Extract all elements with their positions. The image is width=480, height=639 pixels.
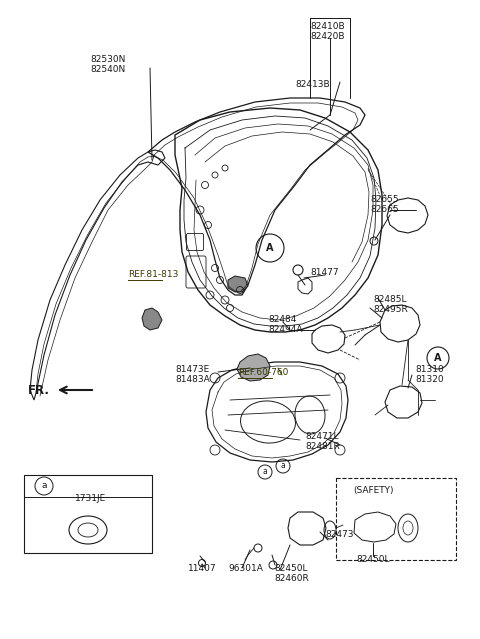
- Text: 82471L
82481R: 82471L 82481R: [305, 432, 340, 451]
- Text: 82413B: 82413B: [295, 80, 330, 89]
- Text: a: a: [41, 482, 47, 491]
- Text: 81477: 81477: [310, 268, 338, 277]
- Text: 81310
81320: 81310 81320: [415, 365, 444, 385]
- Text: a: a: [263, 468, 267, 477]
- Text: A: A: [434, 353, 442, 363]
- Text: 96301A: 96301A: [228, 564, 263, 573]
- Text: 81473E
81483A: 81473E 81483A: [175, 365, 210, 385]
- Text: 82484
82494A: 82484 82494A: [268, 315, 302, 334]
- Text: a: a: [281, 461, 286, 470]
- Text: A: A: [266, 243, 274, 253]
- Text: 1731JE: 1731JE: [75, 494, 106, 503]
- Polygon shape: [237, 354, 270, 381]
- Text: 82450L: 82450L: [356, 555, 390, 564]
- Text: 11407: 11407: [188, 564, 216, 573]
- Text: REF.81-813: REF.81-813: [128, 270, 179, 279]
- Bar: [24, 475, 152, 553]
- Text: 82485L
82495R: 82485L 82495R: [373, 295, 408, 314]
- Text: 82655
82665: 82655 82665: [370, 195, 398, 215]
- Text: 82410B
82420B: 82410B 82420B: [310, 22, 345, 42]
- Bar: [336, 478, 456, 560]
- Text: 82473: 82473: [325, 530, 353, 539]
- Text: (SAFETY): (SAFETY): [353, 486, 393, 495]
- Text: 82530N
82540N: 82530N 82540N: [90, 55, 125, 74]
- Polygon shape: [228, 276, 248, 292]
- Text: 82450L
82460R: 82450L 82460R: [274, 564, 309, 583]
- Text: FR.: FR.: [28, 383, 50, 397]
- Text: REF.60-760: REF.60-760: [238, 368, 288, 377]
- Polygon shape: [142, 308, 162, 330]
